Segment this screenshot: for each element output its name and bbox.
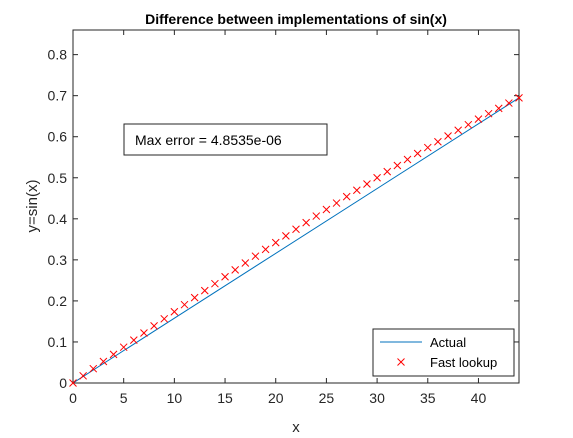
fast-lookup-point — [434, 137, 442, 146]
fast-lookup-point — [241, 259, 250, 267]
y-tick-label: 0.3 — [48, 252, 68, 268]
fast-lookup-point — [292, 225, 300, 234]
fast-lookup-point — [190, 293, 199, 302]
fast-lookup-point — [160, 314, 169, 323]
fast-lookup-point — [383, 167, 392, 176]
fast-lookup-point — [79, 371, 87, 380]
fast-lookup-point — [474, 115, 483, 124]
fast-lookup-point — [423, 143, 432, 152]
fast-lookup-point — [129, 336, 138, 344]
plot-area — [72, 29, 520, 384]
fast-lookup-point — [444, 132, 452, 140]
fast-lookup-point — [393, 161, 402, 170]
fast-lookup-point — [200, 286, 209, 295]
fast-lookup-point — [515, 93, 523, 102]
legend-fast-lookup-label: Fast lookup — [430, 355, 497, 370]
fast-lookup-point — [332, 199, 341, 207]
x-tick-label: 40 — [471, 390, 487, 406]
actual-series — [72, 97, 520, 384]
x-tick-label: 15 — [217, 390, 233, 406]
fast-lookup-point — [363, 180, 371, 188]
y-axis-ticks: 0 0.1 0.2 0.3 0.4 0.5 0.6 0.7 0.8 — [48, 47, 519, 391]
fast-lookup-point — [464, 120, 473, 129]
fast-lookup-point — [211, 279, 219, 288]
fast-lookup-point — [494, 104, 503, 113]
fast-lookup-point — [271, 238, 280, 247]
fast-lookup-point — [342, 192, 351, 201]
legend: Actual Fast lookup — [372, 328, 515, 377]
x-tick-label: 5 — [120, 390, 128, 406]
fast-lookup-point — [505, 99, 513, 107]
fast-lookup-point — [302, 218, 310, 227]
fast-lookup-point — [231, 266, 240, 274]
fast-lookup-point — [69, 379, 77, 387]
fast-lookup-point — [312, 212, 321, 220]
x-tick-label: 0 — [69, 390, 77, 406]
x-tick-label: 10 — [167, 390, 183, 406]
legend-actual-label: Actual — [430, 335, 466, 350]
x-tick-label: 25 — [319, 390, 335, 406]
y-tick-label: 0.7 — [48, 88, 68, 104]
y-tick-label: 0.8 — [48, 47, 68, 63]
x-axis-label: x — [292, 419, 300, 436]
y-axis-label: y=sin(x) — [24, 180, 41, 233]
y-tick-label: 0 — [59, 375, 67, 391]
fast-lookup-point — [403, 155, 412, 164]
fast-lookup-point — [352, 186, 361, 195]
y-tick-label: 0.4 — [48, 211, 68, 227]
fast-lookup-point — [170, 307, 179, 316]
chart-title: Difference between implementations of si… — [145, 11, 447, 27]
annotation-box: Max error = 4.8535e-06 — [123, 123, 328, 156]
fast-lookup-point — [221, 272, 229, 281]
y-tick-label: 0.5 — [48, 170, 68, 186]
fast-lookup-point — [251, 252, 260, 261]
y-tick-label: 0.1 — [48, 334, 68, 350]
fast-lookup-point — [119, 343, 128, 352]
legend-frame — [372, 328, 515, 377]
y-tick-label: 0.6 — [48, 129, 68, 145]
annotation-text: Max error = 4.8535e-06 — [135, 132, 282, 148]
fast-lookup-point — [89, 364, 98, 373]
fast-lookup-point — [282, 232, 290, 240]
x-tick-label: 30 — [369, 390, 385, 406]
y-tick-label: 0.2 — [48, 293, 68, 309]
fast-lookup-point — [109, 350, 118, 359]
legend-fast-lookup-x-icon — [397, 358, 405, 366]
fast-lookup-point — [150, 322, 158, 330]
fast-lookup-series — [69, 93, 523, 387]
fast-lookup-point — [180, 300, 189, 309]
fast-lookup-point — [261, 245, 270, 254]
fast-lookup-point — [99, 357, 108, 366]
x-tick-label: 20 — [268, 390, 284, 406]
fast-lookup-point — [454, 126, 463, 135]
fast-lookup-point — [322, 205, 331, 214]
x-axis-ticks: 0 5 10 15 20 25 30 35 40 — [69, 30, 486, 406]
fast-lookup-point — [484, 109, 493, 118]
fast-lookup-point — [413, 149, 422, 158]
fast-lookup-point — [373, 173, 381, 182]
annotation-frame — [123, 123, 328, 156]
fast-lookup-point — [140, 329, 148, 337]
x-tick-label: 35 — [420, 390, 436, 406]
actual-line — [72, 97, 520, 384]
